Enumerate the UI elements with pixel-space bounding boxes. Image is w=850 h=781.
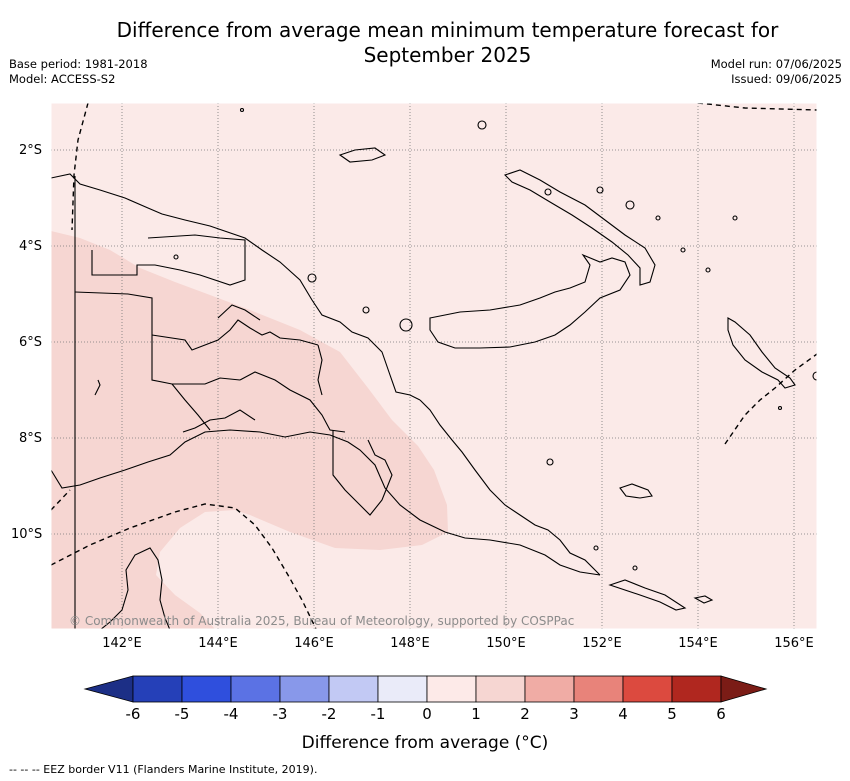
lon-label: 146°E xyxy=(294,636,334,651)
new-guinea-south-coast xyxy=(51,429,601,576)
bougainville xyxy=(727,317,796,389)
colorbar-tick-label: 0 xyxy=(422,705,432,723)
colorbar-extend-low xyxy=(83,675,134,703)
northern-australia-coast xyxy=(100,547,171,629)
colorbar-tick-label: 6 xyxy=(716,705,726,723)
manus-island xyxy=(338,147,387,163)
colorbar-tick-label: -1 xyxy=(370,705,386,723)
anomaly-region-1-to-2 xyxy=(51,231,448,629)
fly-river xyxy=(94,379,256,433)
western-province-border xyxy=(74,291,241,385)
colorbar-extend-high xyxy=(720,675,768,703)
colorbar-tick-label: -5 xyxy=(174,705,190,723)
eez-footnote: -- -- -- EEZ border V11 (Flanders Marine… xyxy=(9,763,318,776)
lat-label: 4°S xyxy=(19,239,43,254)
issued-date: Issued: 09/06/2025 xyxy=(731,72,842,86)
colorbar-tick-label: -6 xyxy=(125,705,141,723)
colorbar-bin xyxy=(230,675,281,703)
gulf-border xyxy=(171,344,393,516)
colorbar-tick-label: -3 xyxy=(272,705,288,723)
lon-label: 150°E xyxy=(486,636,526,651)
new-ireland xyxy=(503,169,656,286)
colorbar-bin xyxy=(573,675,624,703)
colorbar-bin xyxy=(671,675,722,703)
fergusson-island xyxy=(619,483,653,499)
lon-label: 156°E xyxy=(774,636,814,651)
papuan-peninsula-tip xyxy=(419,399,601,576)
colorbar-bin xyxy=(132,675,183,703)
coastlines-and-borders xyxy=(51,107,817,629)
new-guinea-north-coast xyxy=(51,173,421,401)
colorbar-title: Difference from average (°C) xyxy=(301,733,549,753)
colorbar-bin xyxy=(328,675,379,703)
colorbar-bin xyxy=(181,675,232,703)
title-line-1: Difference from average mean minimum tem… xyxy=(116,18,779,42)
lat-label: 2°S xyxy=(19,143,43,158)
colorbar-tick-label: 5 xyxy=(667,705,677,723)
base-period: Base period: 1981-2018 xyxy=(9,57,148,71)
lat-label: 8°S xyxy=(19,431,43,446)
title-line-2: September 2025 xyxy=(363,43,532,67)
colorbar-tick-label: 2 xyxy=(520,705,530,723)
metadata-left: Base period: 1981-2018 Model: ACCESS-S2 xyxy=(9,57,148,87)
lat-label: 6°S xyxy=(19,335,43,350)
map-title: Difference from average mean minimum tem… xyxy=(90,18,805,68)
sandaun-border xyxy=(91,234,246,286)
colorbar-tick-label: -4 xyxy=(223,705,239,723)
metadata-right: Model run: 07/06/2025 Issued: 09/06/2025 xyxy=(711,57,842,87)
lon-label: 152°E xyxy=(582,636,622,651)
small-islands xyxy=(173,107,817,571)
misima-chain xyxy=(608,579,687,611)
eez-border xyxy=(51,103,817,629)
colorbar-bin xyxy=(475,675,526,703)
lon-label: 142°E xyxy=(102,636,142,651)
lon-label: 144°E xyxy=(198,636,238,651)
lat-label: 10°S xyxy=(11,527,43,542)
colorbar-tick-label: 1 xyxy=(471,705,481,723)
colorbar-bin xyxy=(524,675,575,703)
colorbar-tick-label: 4 xyxy=(618,705,628,723)
highlands-borders xyxy=(151,304,346,433)
colorbar-bin xyxy=(279,675,330,703)
colorbar-tick-label: 3 xyxy=(569,705,579,723)
colorbar-tick-label: -2 xyxy=(321,705,337,723)
model-name: Model: ACCESS-S2 xyxy=(9,72,116,86)
rossel-island xyxy=(693,595,714,604)
lon-label: 154°E xyxy=(678,636,718,651)
new-britain xyxy=(429,253,631,349)
model-run: Model run: 07/06/2025 xyxy=(710,57,842,71)
grid-lines xyxy=(51,103,817,629)
colorbar-bin xyxy=(426,675,477,703)
colorbar-bin xyxy=(622,675,673,703)
lon-label: 148°E xyxy=(390,636,430,651)
colorbar-bin xyxy=(377,675,428,703)
copyright-notice: © Commonwealth of Australia 2025, Bureau… xyxy=(69,614,575,628)
